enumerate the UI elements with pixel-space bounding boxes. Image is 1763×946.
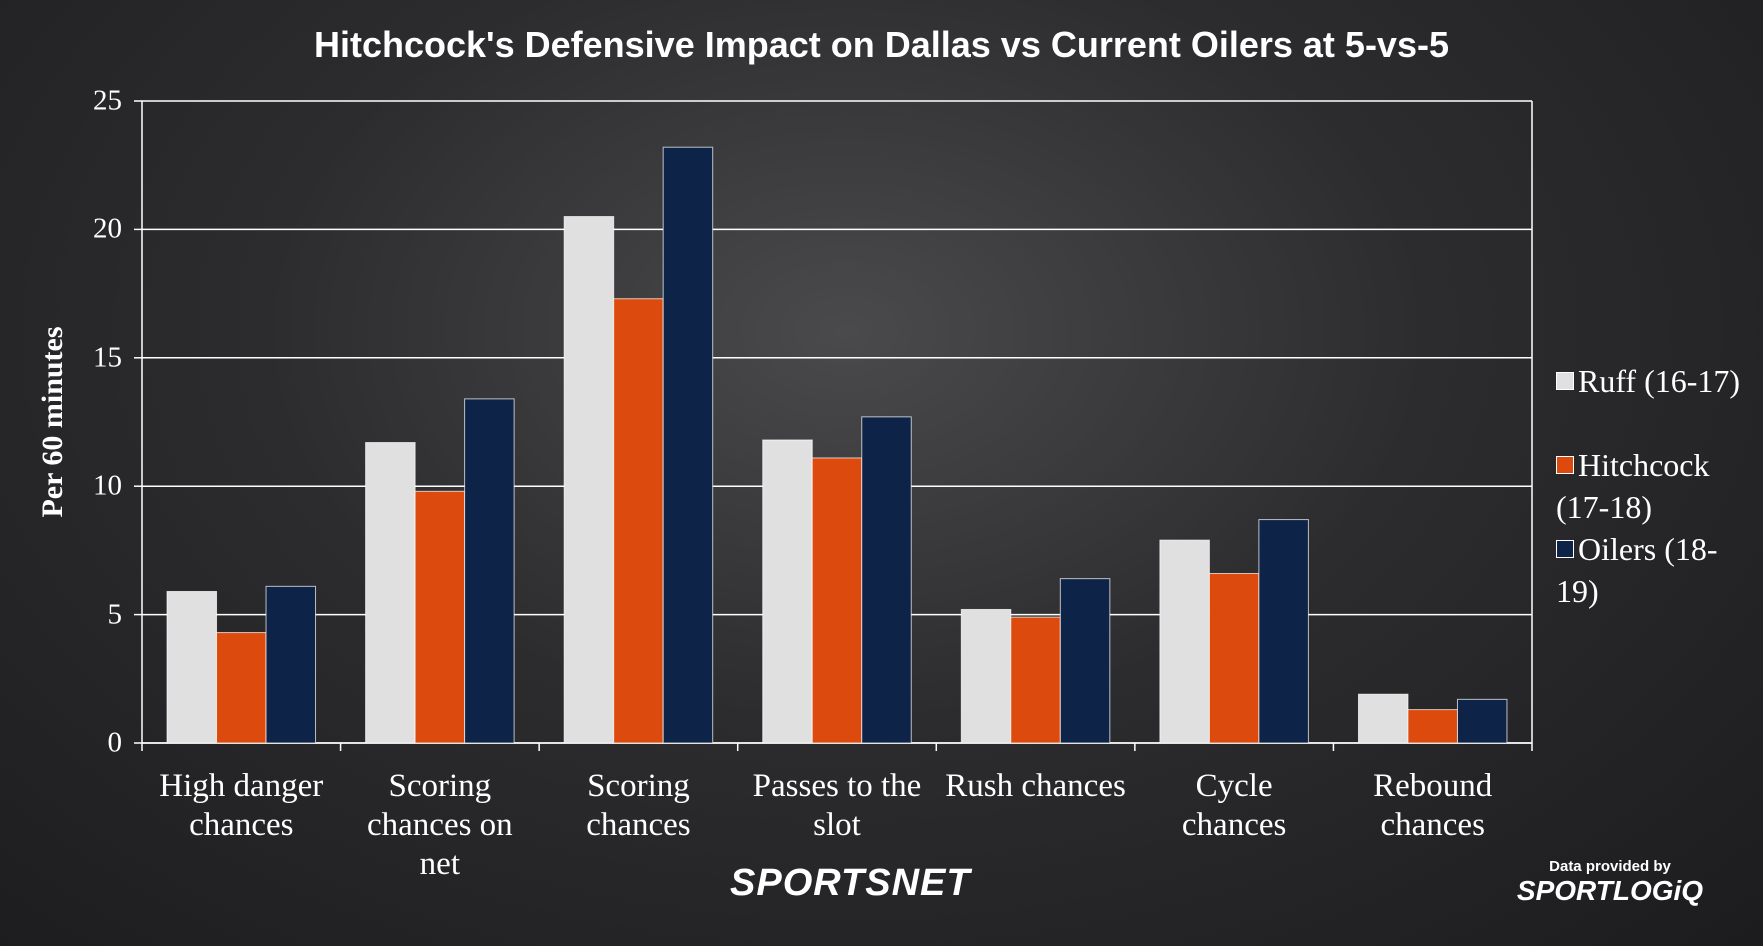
x-tick-label: Rebound chances <box>1373 768 1493 843</box>
broadcaster-logo: SPORTSNET <box>730 862 971 904</box>
legend-entry: Oilers (18-19) <box>1556 528 1756 612</box>
x-tick-label: Scoring chances <box>586 768 691 843</box>
legend-label: Oilers (18-19) <box>1556 531 1718 609</box>
legend-entry: Ruff (16-17) <box>1556 360 1756 402</box>
bar <box>1159 539 1210 744</box>
bar <box>662 146 714 744</box>
bar <box>166 590 218 744</box>
bar <box>811 457 863 744</box>
legend-label: Ruff (16-17) <box>1578 363 1741 399</box>
legend-swatch <box>1556 456 1574 474</box>
bar <box>464 398 515 744</box>
y-tick-label: 0 <box>107 726 123 759</box>
legend-entry: Hitchcock (17-18) <box>1556 444 1756 528</box>
y-tick-label: 10 <box>93 469 122 502</box>
bar <box>861 416 912 744</box>
bar <box>1059 578 1111 744</box>
x-tick-label: High danger chances <box>159 768 324 843</box>
bar <box>1357 693 1409 744</box>
bar <box>613 298 664 744</box>
legend-label: Hitchcock (17-18) <box>1556 447 1710 525</box>
bar <box>216 632 267 744</box>
bar <box>1208 573 1260 744</box>
x-tick-label: Scoring chances on net <box>367 768 513 882</box>
bar <box>265 585 317 744</box>
credit-text: Data provided by <box>1549 858 1671 875</box>
bar <box>762 439 813 744</box>
bar <box>1010 616 1061 744</box>
bar <box>1407 709 1458 744</box>
x-tick-label: Passes to the slot <box>752 768 922 843</box>
bar <box>563 216 615 744</box>
x-tick-label: Cycle chances <box>1181 768 1287 843</box>
legend-swatch <box>1556 372 1574 390</box>
y-tick-label: 15 <box>93 341 122 374</box>
bar <box>960 608 1012 744</box>
credit: Data provided by SPORTLOGiQ <box>1490 858 1730 907</box>
bar <box>365 442 416 744</box>
bar <box>1258 519 1309 744</box>
legend-swatch <box>1556 540 1574 558</box>
y-tick-label: 25 <box>93 84 122 117</box>
chart-title: Hitchcock's Defensive Impact on Dallas v… <box>313 24 1449 65</box>
provider-logo: SPORTLOGiQ <box>1516 875 1704 906</box>
y-tick-label: 20 <box>93 212 122 245</box>
bar <box>414 490 466 744</box>
bar <box>1456 698 1508 744</box>
y-tick-label: 5 <box>107 598 123 631</box>
x-tick-label: Rush chances <box>945 768 1126 804</box>
